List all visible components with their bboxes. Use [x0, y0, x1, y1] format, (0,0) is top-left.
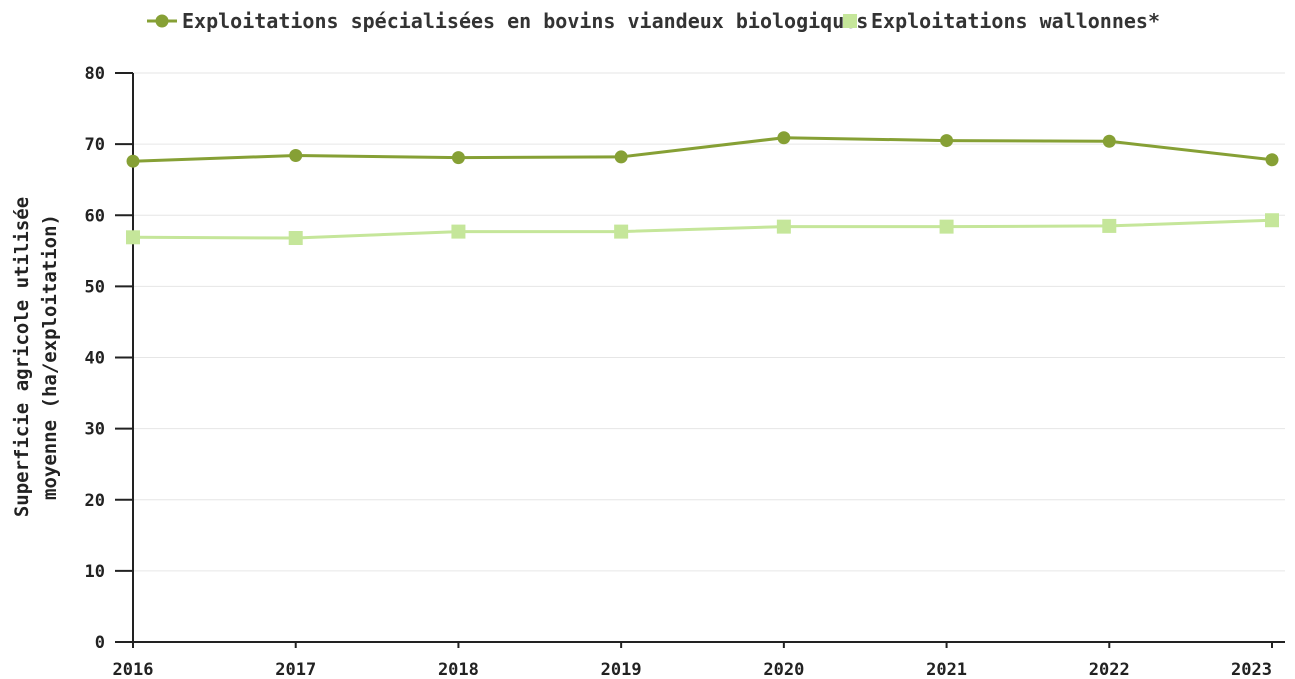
data-point [288, 231, 303, 246]
data-point [1102, 134, 1116, 148]
y-tick-label: 10 [85, 562, 105, 582]
y-tick-label: 50 [85, 277, 105, 297]
x-tick-label: 2016 [113, 660, 154, 679]
data-point [1265, 153, 1279, 167]
x-tick-label: 2023 [1231, 660, 1272, 679]
data-point [1102, 218, 1117, 233]
data-point [776, 219, 791, 234]
legend-item-1: Exploitations spécialisées en bovins via… [147, 9, 868, 33]
data-point [614, 224, 629, 239]
gridlines [133, 72, 1285, 572]
y-axis-title-line-2: moyenne (ha/exploitation) [39, 214, 61, 500]
x-tick-label: 2022 [1089, 660, 1130, 679]
data-point [126, 154, 140, 168]
legend-item-2: Exploitations wallonnes* [843, 9, 1160, 33]
data-point [939, 219, 954, 234]
x-tick-label: 2018 [438, 660, 479, 679]
series-line-1 [132, 136, 1273, 163]
x-tick-label: 2020 [763, 660, 804, 679]
data-point [289, 149, 303, 163]
y-tick-label: 60 [85, 206, 105, 226]
data-point [940, 134, 954, 148]
legend: Exploitations spécialisées en bovins via… [147, 9, 1160, 33]
data-point [126, 230, 140, 245]
legend-label: Exploitations wallonnes* [871, 9, 1160, 33]
data-point [777, 131, 791, 145]
y-tick-label: 70 [85, 135, 105, 155]
legend-swatch-marker [155, 14, 169, 28]
series-layer [126, 131, 1279, 246]
x-axis: 2016 2017 2018 2019 2020 2021 2022 2023 [113, 641, 1285, 679]
x-tick-label: 2021 [926, 660, 967, 679]
y-tick-label: 40 [85, 349, 105, 369]
x-tick-label: 2019 [601, 660, 642, 679]
series-line-2 [132, 218, 1273, 240]
data-point [451, 224, 466, 239]
y-axis-title: Superficie agricole utilisée moyenne (ha… [11, 197, 61, 517]
data-point [451, 151, 465, 165]
y-tick-label: 20 [85, 491, 105, 511]
legend-label: Exploitations spécialisées en bovins via… [182, 9, 868, 33]
y-tick-label: 80 [85, 64, 105, 84]
legend-swatch-marker [843, 14, 857, 28]
y-axis: 0 10 20 30 40 50 60 70 80 [85, 64, 134, 653]
data-point [1265, 213, 1279, 228]
y-tick-label: 30 [85, 420, 105, 440]
y-tick-label: 0 [95, 633, 105, 653]
data-point [614, 150, 628, 164]
y-axis-title-line-1: Superficie agricole utilisée [11, 197, 33, 517]
x-tick-label: 2017 [275, 660, 316, 679]
